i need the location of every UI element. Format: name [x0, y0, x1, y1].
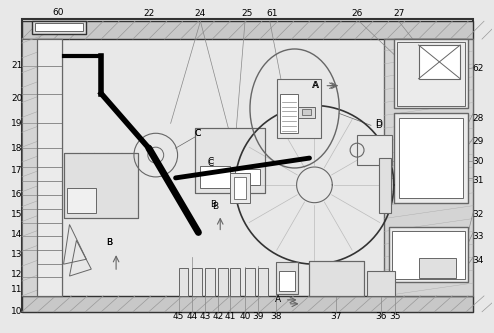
- Bar: [230, 268, 240, 296]
- Text: 35: 35: [389, 312, 401, 321]
- Bar: [277, 79, 322, 138]
- Bar: [234, 177, 246, 199]
- Text: 14: 14: [11, 230, 23, 239]
- Bar: [230, 173, 250, 203]
- Bar: [22, 39, 62, 296]
- Text: B: B: [106, 238, 112, 247]
- Text: 17: 17: [11, 166, 23, 175]
- Text: 16: 16: [11, 190, 23, 199]
- Bar: [397, 42, 465, 106]
- Bar: [418, 258, 456, 278]
- Text: 40: 40: [239, 312, 250, 321]
- Text: C: C: [207, 157, 213, 166]
- Text: 33: 33: [472, 232, 484, 241]
- Text: C: C: [194, 129, 201, 138]
- Text: 15: 15: [11, 210, 23, 219]
- Text: C: C: [207, 159, 213, 167]
- Text: 25: 25: [241, 9, 253, 18]
- Text: B: B: [106, 238, 112, 247]
- Text: 32: 32: [472, 210, 484, 219]
- Bar: [279, 271, 294, 291]
- Bar: [206, 268, 215, 296]
- Text: 30: 30: [472, 157, 484, 166]
- Text: 22: 22: [143, 9, 155, 18]
- Text: 28: 28: [472, 114, 484, 123]
- Bar: [394, 39, 468, 109]
- Bar: [394, 114, 468, 203]
- Text: 19: 19: [11, 119, 23, 128]
- Bar: [384, 39, 473, 296]
- Bar: [258, 268, 268, 296]
- Bar: [245, 268, 255, 296]
- Bar: [196, 128, 265, 193]
- Text: 24: 24: [195, 9, 206, 18]
- Bar: [22, 296, 473, 312]
- Bar: [64, 153, 138, 217]
- Bar: [418, 45, 460, 79]
- Bar: [389, 227, 468, 282]
- Bar: [276, 262, 297, 294]
- Bar: [32, 21, 86, 34]
- Bar: [367, 271, 395, 296]
- Bar: [67, 188, 96, 212]
- Bar: [201, 166, 230, 188]
- Bar: [37, 39, 62, 296]
- Bar: [178, 268, 189, 296]
- Bar: [280, 94, 297, 133]
- Bar: [22, 19, 473, 312]
- Text: A: A: [275, 295, 281, 304]
- Text: 29: 29: [472, 137, 484, 146]
- Bar: [35, 23, 83, 31]
- Text: B: B: [210, 200, 216, 209]
- Bar: [64, 153, 138, 217]
- Text: A: A: [313, 81, 320, 90]
- Text: 13: 13: [11, 250, 23, 259]
- Text: 61: 61: [266, 9, 278, 18]
- Bar: [309, 261, 364, 296]
- Text: 21: 21: [11, 61, 23, 70]
- Bar: [22, 21, 473, 39]
- Text: 36: 36: [375, 312, 387, 321]
- Text: D: D: [375, 119, 382, 128]
- Text: D: D: [375, 121, 382, 130]
- Text: 43: 43: [200, 312, 211, 321]
- Text: 44: 44: [187, 312, 198, 321]
- Text: B: B: [212, 202, 218, 211]
- Text: 27: 27: [393, 9, 405, 18]
- Text: 37: 37: [330, 312, 342, 321]
- Text: 39: 39: [252, 312, 264, 321]
- Text: 62: 62: [472, 64, 484, 73]
- Bar: [301, 110, 311, 116]
- Text: 11: 11: [11, 285, 23, 294]
- Text: 31: 31: [472, 176, 484, 185]
- Bar: [309, 261, 364, 296]
- Text: 41: 41: [224, 312, 236, 321]
- Bar: [392, 231, 465, 279]
- Bar: [218, 268, 228, 296]
- Bar: [297, 107, 316, 119]
- Bar: [193, 268, 203, 296]
- Text: 42: 42: [212, 312, 224, 321]
- Bar: [399, 119, 463, 198]
- Text: 20: 20: [11, 94, 23, 103]
- Text: 45: 45: [173, 312, 184, 321]
- Text: 18: 18: [11, 144, 23, 153]
- Text: 10: 10: [11, 307, 23, 316]
- Bar: [37, 39, 62, 296]
- Bar: [235, 169, 260, 185]
- Text: 26: 26: [351, 9, 363, 18]
- Text: 60: 60: [53, 8, 64, 17]
- Bar: [379, 158, 391, 212]
- Text: 34: 34: [472, 256, 484, 265]
- Text: A: A: [312, 81, 319, 90]
- Bar: [357, 135, 392, 165]
- Bar: [196, 128, 265, 193]
- Text: 38: 38: [270, 312, 282, 321]
- Text: C: C: [194, 129, 201, 138]
- Text: 12: 12: [11, 270, 23, 279]
